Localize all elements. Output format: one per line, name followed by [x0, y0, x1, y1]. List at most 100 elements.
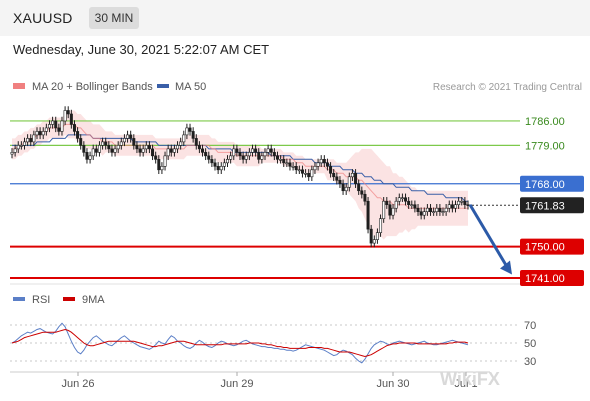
- candle: [291, 162, 295, 171]
- candle-body: [222, 162, 226, 167]
- candle: [216, 162, 220, 174]
- candle: [294, 162, 298, 174]
- candle-body: [88, 155, 92, 160]
- level-badge-1768.00: [520, 175, 584, 192]
- candle: [201, 144, 205, 157]
- candle-body: [254, 148, 258, 153]
- candle: [176, 141, 180, 154]
- candle: [332, 169, 336, 181]
- candle-body: [110, 148, 114, 153]
- candle-body: [375, 232, 379, 240]
- candle-body: [344, 186, 348, 192]
- credit-text: Research © 2021 Trading Central: [433, 82, 582, 93]
- candle: [147, 141, 151, 154]
- candle-body: [354, 173, 358, 185]
- candle: [394, 197, 398, 213]
- rsi-gridlines: [10, 324, 520, 362]
- candle: [122, 134, 126, 147]
- datetime-label: Wednesday, June 30, 2021 5:22:07 AM CET: [13, 42, 270, 57]
- candle-body: [316, 162, 320, 167]
- candle-body: [304, 173, 308, 175]
- candle: [385, 197, 389, 209]
- candle: [391, 204, 395, 220]
- header-bar: XAUUSD 30 MIN: [0, 0, 590, 36]
- candle-body: [372, 239, 376, 244]
- candle-body: [166, 148, 170, 157]
- candle-body: [425, 207, 429, 212]
- candle: [197, 141, 201, 154]
- candle: [104, 137, 108, 150]
- candle-body: [69, 113, 73, 125]
- candle-body: [179, 141, 183, 146]
- candle-body: [457, 200, 461, 206]
- candle: [138, 144, 142, 157]
- candle: [38, 127, 42, 140]
- candle: [41, 127, 45, 140]
- candle-body: [335, 176, 339, 181]
- candle-body: [126, 134, 130, 139]
- candle: [382, 197, 386, 223]
- level-badge-1786.00: [520, 112, 584, 129]
- candle: [450, 200, 454, 213]
- candle: [185, 123, 189, 140]
- candle-body: [219, 166, 223, 171]
- candlesticks: [10, 106, 470, 248]
- candle: [219, 162, 223, 174]
- candle: [369, 224, 373, 248]
- candle: [132, 134, 136, 150]
- candle: [72, 120, 76, 136]
- candle-body: [279, 159, 283, 161]
- candle: [179, 137, 183, 150]
- candle: [375, 228, 379, 244]
- candle-body: [44, 127, 48, 132]
- candle-body: [307, 173, 311, 178]
- candle: [66, 106, 70, 119]
- rsi-tick-70: 70: [524, 320, 536, 332]
- ma9-line: [11, 328, 469, 358]
- candle: [210, 155, 214, 168]
- candle: [129, 130, 133, 143]
- candle: [32, 130, 36, 147]
- candle: [357, 179, 361, 195]
- level-labels: 1786.00 1779.00 1768.00 1761.83 1750.00 1741.…: [520, 112, 584, 287]
- candle-body: [147, 145, 151, 150]
- candle: [97, 141, 101, 157]
- candle-body: [432, 211, 436, 213]
- candle-body: [176, 145, 180, 150]
- candle-body: [266, 148, 270, 153]
- candle: [310, 165, 314, 181]
- candle: [82, 141, 86, 157]
- candle-body: [91, 148, 95, 157]
- symbol-label: XAUUSD: [13, 10, 73, 26]
- candle-body: [226, 159, 230, 164]
- candle: [279, 155, 283, 164]
- candle-body: [291, 166, 295, 168]
- candle-body: [404, 197, 408, 202]
- candle: [360, 186, 364, 199]
- candle: [222, 158, 226, 171]
- candle: [235, 144, 239, 157]
- candle: [410, 200, 414, 209]
- candle-body: [104, 141, 108, 146]
- candle-body: [244, 155, 248, 160]
- candle-body: [201, 148, 205, 153]
- candle-body: [366, 200, 370, 230]
- candle: [260, 151, 264, 164]
- candle-body: [341, 183, 345, 192]
- candle-body: [79, 138, 83, 146]
- candle: [135, 141, 139, 154]
- x-tick-label: Jul 1: [454, 378, 477, 390]
- candle-body: [85, 152, 89, 160]
- candle: [141, 144, 145, 157]
- timeframe-button[interactable]: 30 MIN: [89, 7, 139, 29]
- candle: [151, 144, 155, 161]
- ma20-legend-swatch: [13, 83, 25, 89]
- candle: [350, 169, 354, 181]
- candle: [238, 148, 242, 161]
- candle: [244, 151, 248, 164]
- candle: [232, 144, 236, 161]
- candle-body: [107, 145, 111, 150]
- candle: [432, 207, 436, 216]
- candle-body: [10, 152, 14, 155]
